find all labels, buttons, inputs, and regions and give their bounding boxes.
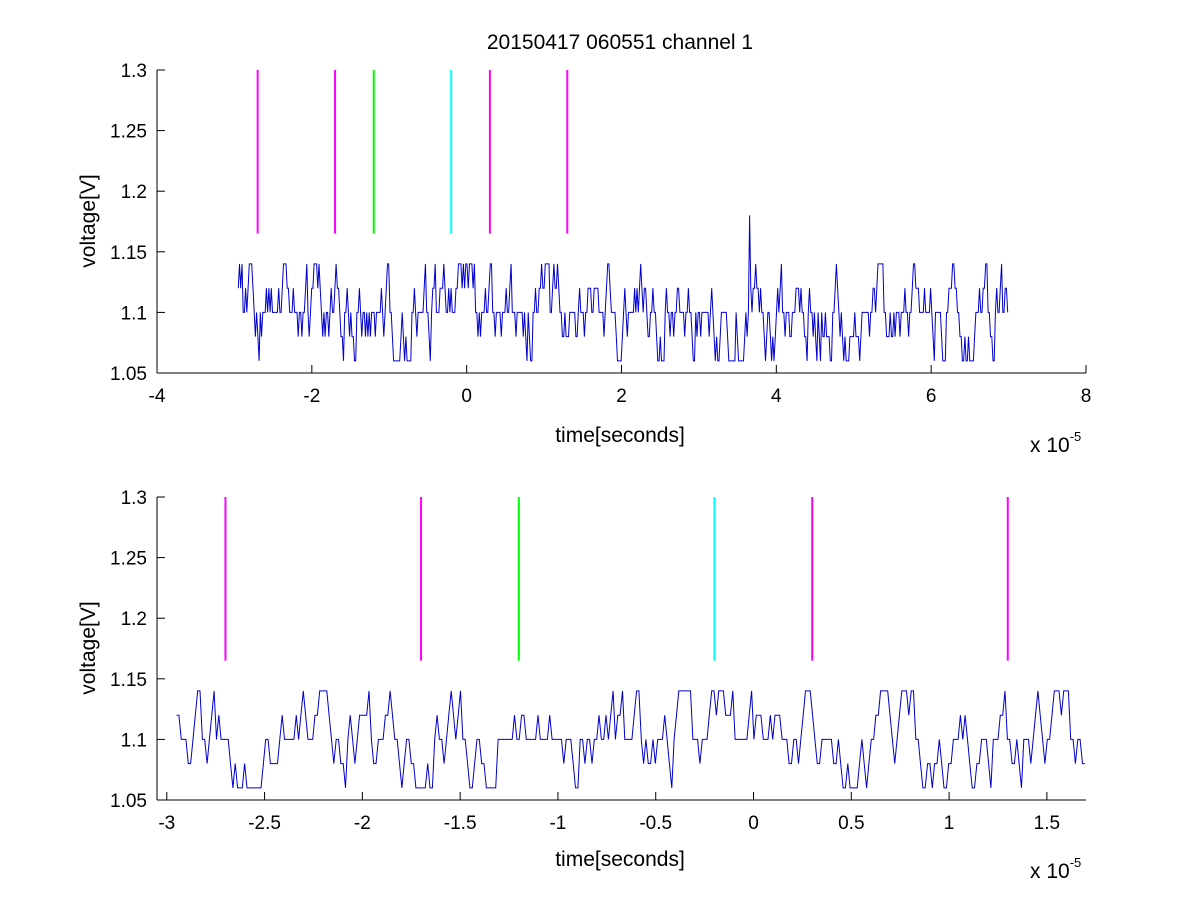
figure-title: 20150417 060551 channel 1 [487, 31, 753, 54]
top-y-axis-label: voltage[V] [77, 174, 100, 267]
bottom-x-tick-label: -0.5 [639, 813, 672, 834]
top-x-tick-label: -2 [303, 386, 320, 407]
top-y-tick-label: 1.05 [110, 364, 147, 385]
bottom-x-multiplier-exponent: -5 [1070, 855, 1082, 870]
top-y-tick-label: 1.2 [121, 182, 147, 203]
bottom-x-tick-label: -1 [549, 813, 566, 834]
bottom-x-tick-label: -3 [158, 813, 175, 834]
top-x-tick-label: 8 [1081, 386, 1092, 407]
bottom-x-axis-label: time[seconds] [555, 848, 685, 871]
top-x-tick-label: 6 [926, 386, 937, 407]
bottom-x-multiplier-base: x 10 [1030, 860, 1070, 883]
top-x-axis-label: time[seconds] [555, 424, 685, 447]
bottom-y-tick-label: 1.3 [121, 488, 147, 509]
top-axes: time[seconds] voltage[V] x 10-5 1.05 1.1 1… [77, 61, 1091, 457]
top-x-multiplier-base: x 10 [1030, 434, 1070, 457]
bottom-x-tick-label: -2 [354, 813, 371, 834]
bottom-y-tick-label: 1.1 [121, 730, 147, 751]
bottom-x-tick-label: -1.5 [444, 813, 477, 834]
bottom-x-tick-label: 1.5 [1034, 813, 1060, 834]
top-x-multiplier-exponent: -5 [1070, 429, 1082, 444]
bottom-x-tick-label: 0.5 [838, 813, 864, 834]
bottom-y-tick-label: 1.2 [121, 609, 147, 630]
top-x-tick-label: 2 [616, 386, 627, 407]
bottom-y-axis-label: voltage[V] [77, 601, 100, 694]
top-y-tick-label: 1.3 [121, 61, 147, 82]
top-x-tick-label: -4 [149, 386, 166, 407]
top-y-tick-label: 1.25 [110, 122, 147, 143]
bottom-axes: time[seconds] voltage[V] x 10-5 1.05 1.1 1… [77, 488, 1086, 883]
bottom-y-tick-label: 1.15 [110, 670, 147, 691]
top-y-tick-label: 1.1 [121, 303, 147, 324]
bottom-x-tick-label: -2.5 [248, 813, 281, 834]
top-x-multiplier: x 10-5 [1030, 429, 1081, 457]
bottom-signal-line [176, 690, 1085, 789]
top-x-tick-label: 4 [771, 386, 782, 407]
bottom-y-tick-label: 1.05 [110, 791, 147, 812]
bottom-y-tick-label: 1.25 [110, 549, 147, 570]
bottom-x-tick-label: 1 [944, 813, 955, 834]
bottom-x-tick-label: 0 [748, 813, 759, 834]
bottom-x-multiplier: x 10-5 [1030, 855, 1081, 883]
top-signal-line [237, 215, 1009, 362]
top-y-tick-label: 1.15 [110, 243, 147, 264]
top-x-tick-label: 0 [461, 386, 472, 407]
